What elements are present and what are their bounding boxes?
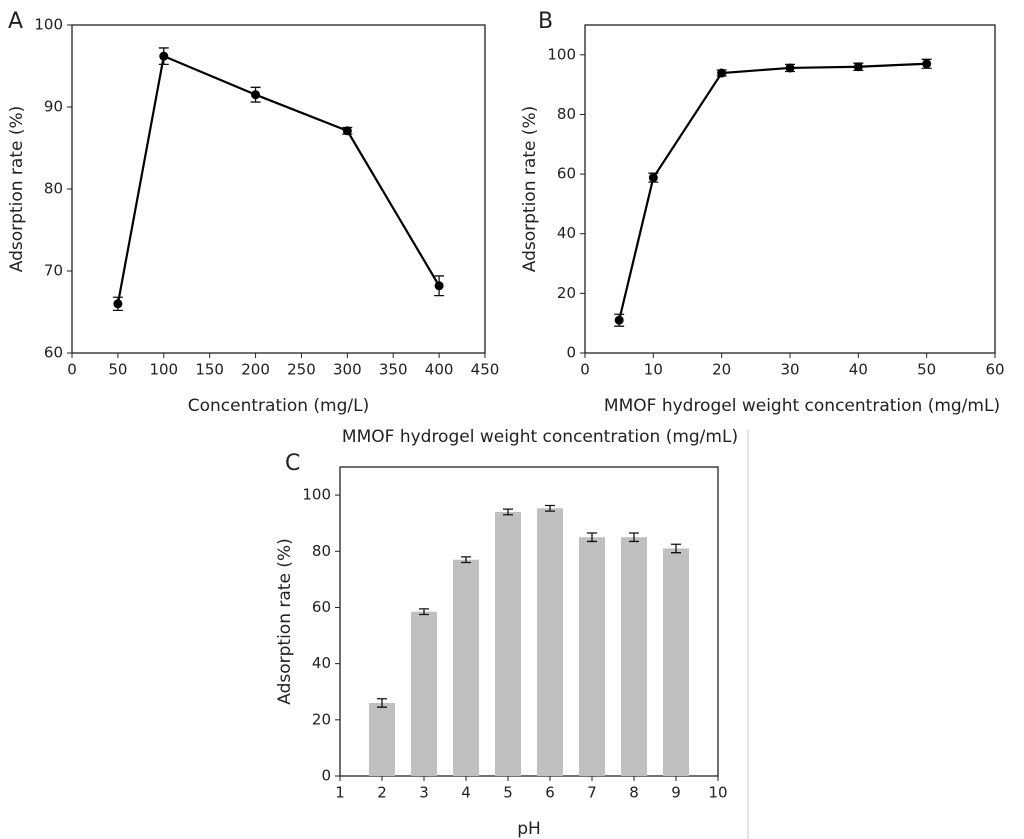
y-axis-label: Adsorption rate (%) bbox=[520, 106, 540, 272]
bar bbox=[494, 511, 522, 776]
y-tick-label: 40 bbox=[557, 224, 576, 242]
bar bbox=[368, 702, 396, 776]
y-tick-label: 60 bbox=[44, 344, 63, 362]
bar bbox=[410, 611, 438, 776]
data-point bbox=[648, 173, 658, 183]
x-tick-label: 2 bbox=[377, 784, 387, 802]
error-bar bbox=[461, 556, 471, 564]
x-tick-label: 50 bbox=[108, 361, 127, 379]
data-point bbox=[717, 68, 727, 78]
x-axis-label: pH bbox=[517, 819, 541, 839]
y-tick-label: 80 bbox=[44, 180, 63, 198]
x-tick-label: 250 bbox=[287, 361, 316, 379]
bar bbox=[578, 537, 606, 776]
plot-frame bbox=[584, 24, 996, 354]
y-tick-label: 0 bbox=[566, 344, 576, 362]
x-tick-label: 100 bbox=[149, 361, 178, 379]
x-tick-label: 40 bbox=[849, 361, 868, 379]
bar bbox=[452, 559, 480, 776]
error-bar bbox=[545, 504, 555, 512]
y-tick-label: 40 bbox=[312, 654, 331, 672]
y-tick-label: 90 bbox=[44, 98, 63, 116]
y-tick-label: 100 bbox=[34, 16, 63, 34]
x-tick-label: 9 bbox=[671, 784, 681, 802]
x-tick-label: 1 bbox=[335, 784, 345, 802]
y-tick-label: 0 bbox=[321, 767, 331, 785]
error-bar bbox=[671, 543, 681, 554]
data-point bbox=[434, 281, 444, 291]
error-bar bbox=[503, 508, 513, 516]
x-tick-label: 200 bbox=[241, 361, 270, 379]
x-tick-label: 60 bbox=[985, 361, 1004, 379]
data-point bbox=[113, 299, 123, 309]
x-tick-label: 3 bbox=[419, 784, 429, 802]
y-tick-label: 80 bbox=[312, 542, 331, 560]
data-point bbox=[922, 59, 932, 69]
plot-frame bbox=[71, 24, 486, 354]
data-point bbox=[614, 315, 624, 325]
x-tick-label: 30 bbox=[780, 361, 799, 379]
panel-label: C bbox=[285, 451, 300, 476]
y-axis-label: Adsorption rate (%) bbox=[275, 538, 295, 704]
x-axis-label: MMOF hydrogel weight concentration (mg/m… bbox=[604, 396, 1000, 416]
x-axis-label: Concentration (mg/L) bbox=[188, 396, 369, 416]
y-tick-label: 70 bbox=[44, 262, 63, 280]
x-tick-label: 350 bbox=[379, 361, 408, 379]
panel-label: A bbox=[8, 9, 23, 34]
data-point bbox=[159, 51, 169, 61]
y-tick-label: 20 bbox=[557, 284, 576, 302]
error-bar bbox=[377, 698, 387, 708]
error-bar bbox=[419, 608, 429, 616]
data-point bbox=[342, 126, 352, 136]
data-line bbox=[116, 54, 441, 305]
x-tick-label: 7 bbox=[587, 784, 597, 802]
error-bar bbox=[587, 532, 597, 543]
x-tick-label: 5 bbox=[503, 784, 513, 802]
x-tick-label: 10 bbox=[708, 784, 727, 802]
data-point bbox=[251, 90, 261, 100]
x-tick-label: 400 bbox=[425, 361, 454, 379]
x-tick-label: 300 bbox=[333, 361, 362, 379]
plot-frame bbox=[339, 466, 719, 777]
panel-label: B bbox=[538, 9, 553, 34]
bar bbox=[536, 508, 564, 776]
y-axis-label: Adsorption rate (%) bbox=[7, 106, 27, 272]
caption: MMOF hydrogel weight concentration (mg/m… bbox=[342, 427, 738, 447]
x-tick-label: 0 bbox=[580, 361, 590, 379]
x-tick-label: 6 bbox=[545, 784, 555, 802]
data-point bbox=[853, 62, 863, 72]
y-tick-label: 100 bbox=[302, 486, 331, 504]
y-tick-label: 60 bbox=[557, 165, 576, 183]
y-tick-label: 20 bbox=[312, 710, 331, 728]
x-tick-label: 50 bbox=[917, 361, 936, 379]
data-line bbox=[618, 62, 927, 321]
y-tick-label: 80 bbox=[557, 105, 576, 123]
bar bbox=[620, 537, 648, 776]
x-tick-label: 20 bbox=[712, 361, 731, 379]
bar bbox=[662, 548, 690, 776]
x-tick-label: 0 bbox=[67, 361, 77, 379]
x-tick-label: 8 bbox=[629, 784, 639, 802]
data-point bbox=[785, 63, 795, 73]
x-tick-label: 10 bbox=[644, 361, 663, 379]
x-tick-label: 4 bbox=[461, 784, 471, 802]
error-bar bbox=[629, 532, 639, 543]
y-tick-label: 100 bbox=[547, 45, 576, 63]
y-tick-label: 60 bbox=[312, 598, 331, 616]
x-tick-label: 150 bbox=[195, 361, 224, 379]
x-tick-label: 450 bbox=[471, 361, 500, 379]
